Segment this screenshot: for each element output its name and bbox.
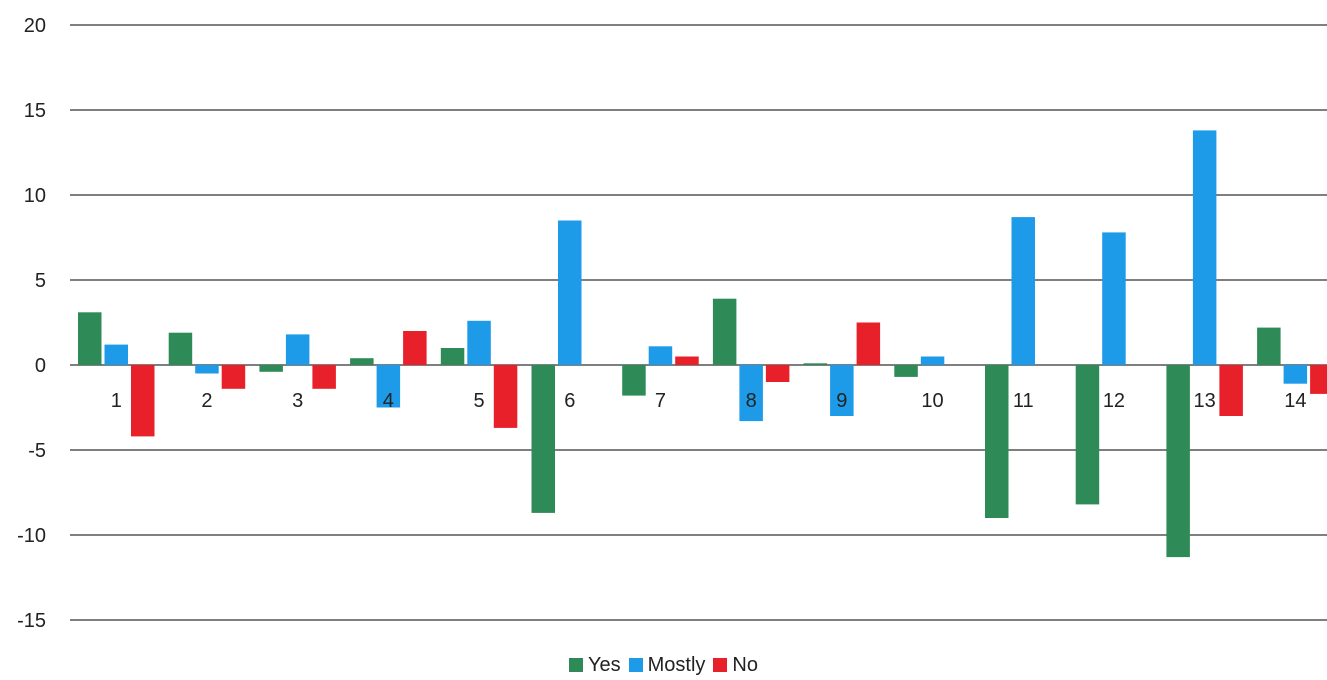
category-label: 13 [1194, 390, 1216, 412]
bar-yes-12 [1075, 365, 1100, 505]
category-label: 2 [201, 390, 212, 412]
bar-mostly-10 [920, 356, 945, 365]
category-label: 7 [655, 390, 666, 412]
legend-swatch [568, 658, 583, 672]
category-label: 12 [1103, 390, 1125, 412]
bar-yes-5 [440, 348, 465, 365]
bar-mostly-9 [830, 365, 854, 416]
category-label: 14 [1284, 390, 1306, 412]
y-tick-label: -15 [17, 610, 46, 632]
bar-yes-3 [259, 365, 283, 372]
y-tick-label: -5 [28, 440, 46, 462]
legend-item-mostly: Mostly [628, 654, 706, 677]
bar-yes-2 [168, 332, 193, 365]
bar-yes-7 [622, 365, 646, 396]
bar-yes-11 [985, 365, 1009, 518]
legend-label: Mostly [647, 654, 706, 676]
bar-no-13 [1219, 365, 1243, 416]
legend-item-no: No [713, 654, 758, 677]
category-label: 5 [473, 390, 484, 412]
bar-yes-6 [531, 365, 555, 513]
legend-label: Yes [587, 654, 621, 676]
legend-item-yes: Yes [568, 654, 621, 677]
bars [78, 130, 1327, 558]
bar-yes-1 [78, 312, 102, 365]
bar-no-4 [403, 331, 427, 365]
bar-mostly-14 [1283, 365, 1308, 384]
bar-mostly-1 [104, 344, 128, 365]
bar-mostly-11 [1011, 217, 1035, 365]
bar-mostly-7 [648, 346, 673, 365]
y-axis-tick-labels: 20 15 10 5 0 -5 -10 -15 [17, 15, 46, 632]
bar-no-1 [131, 365, 155, 437]
bar-yes-14 [1257, 327, 1281, 365]
category-label: 3 [292, 390, 303, 412]
bar-mostly-5 [467, 320, 491, 365]
bar-mostly-4 [376, 365, 401, 408]
y-tick-label: 20 [24, 15, 46, 37]
legend: Yes Mostly No [0, 654, 1327, 677]
bar-mostly-12 [1102, 232, 1126, 365]
y-tick-label: -10 [17, 525, 46, 547]
bar-yes-4 [350, 358, 374, 365]
bar-yes-13 [1166, 365, 1190, 558]
category-label: 8 [746, 390, 757, 412]
category-label: 10 [921, 390, 943, 412]
bar-mostly-3 [285, 334, 310, 365]
bar-no-8 [765, 365, 790, 382]
gridlines [70, 24, 1327, 621]
bar-no-7 [675, 356, 699, 365]
category-label: 11 [1013, 390, 1034, 412]
category-label: 6 [564, 390, 575, 412]
bar-mostly-2 [195, 365, 219, 374]
category-label: 1 [111, 390, 122, 412]
bar-mostly-6 [558, 220, 582, 365]
bar-mostly-13 [1192, 130, 1217, 365]
bar-no-3 [312, 365, 336, 389]
category-label: 4 [383, 390, 394, 412]
legend-swatch [628, 658, 643, 672]
bar-no-5 [493, 365, 518, 428]
bar-yes-10 [894, 365, 918, 377]
bar-yes-8 [712, 298, 737, 365]
y-tick-label: 10 [24, 185, 46, 207]
bar-mostly-8 [739, 365, 763, 422]
legend-label: No [732, 654, 758, 676]
bar-yes-9 [803, 363, 828, 365]
bar-no-9 [856, 322, 881, 365]
y-tick-label: 0 [35, 355, 46, 377]
category-labels: 1 2 3 4 5 6 7 8 9 10 11 12 13 14 [111, 390, 1307, 412]
y-tick-label: 15 [24, 100, 46, 122]
bar-no-2 [221, 365, 246, 389]
bar-no-14 [1310, 365, 1327, 394]
legend-swatch [713, 658, 728, 672]
y-tick-label: 5 [35, 270, 46, 292]
category-label: 9 [836, 390, 847, 412]
